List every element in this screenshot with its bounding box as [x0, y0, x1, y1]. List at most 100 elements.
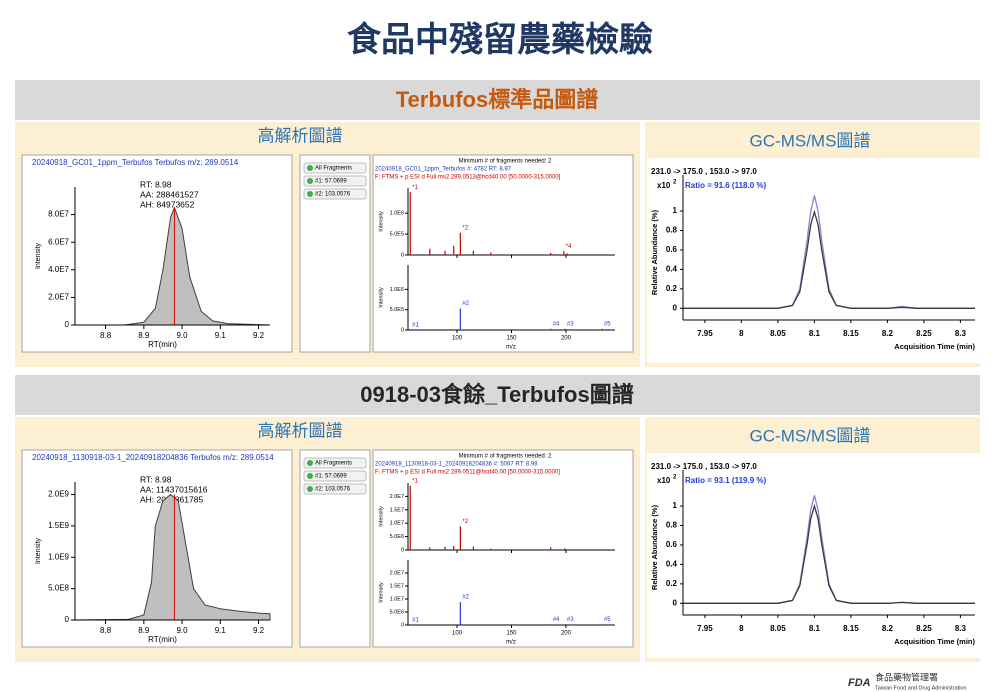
fragment-label: All Fragments [315, 166, 352, 172]
panel-label: 高解析圖譜 [258, 126, 343, 145]
scale-exponent: 2 [673, 475, 677, 481]
transitions: 231.0 -> 175.0 , 153.0 -> 97.0 [651, 462, 757, 471]
x-tick-label: 200 [561, 631, 572, 637]
x-tick-label: 8.15 [843, 329, 859, 338]
x-axis-label: RT(min) [148, 340, 177, 349]
spectrum-header: Minimum # of fragments needed: 2 [459, 159, 552, 165]
spectrum-box [372, 449, 634, 648]
fragment-dot [307, 473, 313, 479]
y-tick-label: 0.2 [666, 579, 678, 588]
y-tick-label: 0.8 [666, 521, 678, 530]
chart-box [647, 453, 980, 658]
spectrum-header: 20240918_1130918-03-1_20240918204836 #: … [375, 462, 538, 468]
x-tick-label: 8.3 [955, 624, 967, 633]
x-tick-label: 8.8 [100, 331, 112, 340]
y-tick-label: 1.0E7 [390, 521, 404, 527]
x-tick-label: 8.3 [955, 329, 967, 338]
annotation: RT: 8.98 [140, 179, 172, 189]
fragment-item [303, 162, 367, 174]
y-tick-label: 0.6 [666, 540, 678, 549]
y-tick-label: 0 [65, 615, 70, 624]
peak-label: #2 [462, 595, 469, 601]
peak-label: #3 [567, 617, 574, 623]
y-tick-label: 0.6 [666, 245, 678, 254]
peak-label: *2 [462, 519, 468, 525]
fragment-label: #2: 103.0576 [315, 192, 351, 198]
y-tick-label: 2.0E7 [390, 570, 404, 576]
fragment-box [299, 449, 371, 648]
peak-label: #4 [553, 321, 560, 327]
y-axis-label: Intensity [35, 537, 42, 564]
annotation: AH: 84973652 [140, 199, 195, 209]
y-tick-label: 0.4 [666, 265, 678, 274]
peak-label: #1 [412, 618, 419, 624]
x-tick-label: 9.1 [215, 331, 227, 340]
chart-header: 20240918_1130918-03-1_20240918204836 Ter… [32, 453, 274, 462]
y-tick-label: 5.0E6 [390, 609, 404, 615]
scale-label: x10 [657, 181, 671, 190]
fragment-dot [307, 460, 313, 466]
x-tick-label: 8.9 [138, 331, 150, 340]
y-axis-label: Intensity [378, 211, 384, 232]
y-tick-label: 2.0E7 [390, 494, 404, 500]
peak-area [74, 493, 271, 621]
y-tick-label: 0 [401, 622, 404, 628]
fragment-box [299, 154, 371, 353]
y-tick-label: 1.0E7 [390, 596, 404, 602]
y-tick-label: 6.0E7 [48, 237, 69, 246]
annotation: AA: 288461527 [140, 189, 199, 199]
y-tick-label: 5.0E5 [390, 307, 404, 313]
annotation: RT: 8.98 [140, 474, 172, 484]
fragment-item [303, 188, 367, 200]
x-tick-label: 8.25 [916, 329, 932, 338]
panel-label: GC-MS/MS圖譜 [750, 426, 871, 445]
x-axis-label: Acquisition Time (min) [894, 637, 975, 646]
spectrum-box [372, 154, 634, 353]
panel-label: GC-MS/MS圖譜 [750, 131, 871, 150]
x-tick-label: 8 [739, 624, 744, 633]
section-heading: Terbufos標準品圖譜 [396, 87, 598, 112]
fragment-item [303, 470, 367, 482]
trace [683, 503, 975, 604]
fragment-dot [307, 486, 313, 492]
y-tick-label: 0.4 [666, 560, 678, 569]
x-axis-label: m/z [506, 640, 516, 646]
x-tick-label: 8.05 [770, 624, 786, 633]
y-tick-label: 0 [673, 598, 678, 607]
x-tick-label: 7.95 [697, 624, 713, 633]
peak-label: *2 [462, 225, 468, 231]
section-band [15, 375, 980, 415]
x-tick-label: 8.2 [882, 329, 894, 338]
x-tick-label: 8.1 [809, 329, 821, 338]
y-tick-label: 1.0E6 [390, 211, 404, 217]
x-axis-label: m/z [506, 345, 516, 351]
y-tick-label: 4.0E7 [48, 265, 69, 274]
y-axis-label: Intensity [35, 242, 42, 269]
fragment-item [303, 457, 367, 469]
fragment-item [303, 175, 367, 187]
y-tick-label: 1 [673, 206, 678, 215]
fragment-label: #2: 103.0576 [315, 487, 351, 493]
x-tick-label: 9.2 [253, 626, 265, 635]
x-tick-label: 8.05 [770, 329, 786, 338]
fragment-label: All Fragments [315, 461, 352, 467]
spectrum-header: 20240918_GC01_1ppm_Terbufos #: 4782 RT: … [375, 167, 512, 173]
x-tick-label: 8.8 [100, 626, 112, 635]
x-tick-label: 200 [561, 336, 572, 342]
peak-label: #5 [604, 321, 611, 327]
x-tick-label: 100 [452, 336, 463, 342]
x-tick-label: 9.0 [176, 626, 188, 635]
y-tick-label: 5.0E8 [48, 584, 69, 593]
y-tick-label: 5.0E5 [390, 232, 404, 238]
y-axis-label: Intensity [378, 287, 384, 308]
y-tick-label: 8.0E7 [48, 210, 69, 219]
y-tick-label: 0 [673, 303, 678, 312]
transitions: 231.0 -> 175.0 , 153.0 -> 97.0 [651, 167, 757, 176]
peak-label: *4 [566, 244, 572, 250]
y-axis-label: Relative Abundance (%) [650, 504, 659, 590]
peak-label: *1 [412, 478, 418, 484]
y-tick-label: 0 [401, 547, 404, 553]
x-tick-label: 9.1 [215, 626, 227, 635]
